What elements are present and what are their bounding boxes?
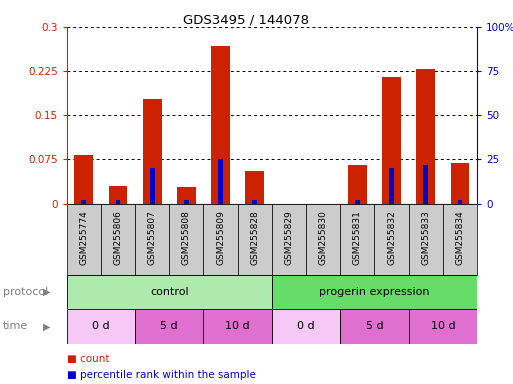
Text: GSM255833: GSM255833 xyxy=(421,210,430,265)
Bar xyxy=(150,168,154,204)
Bar xyxy=(423,165,428,204)
Text: GSM255806: GSM255806 xyxy=(113,210,123,265)
Text: GSM255832: GSM255832 xyxy=(387,210,396,265)
Bar xyxy=(252,200,257,204)
Bar xyxy=(135,309,204,344)
Bar xyxy=(245,171,264,204)
Text: 0 d: 0 d xyxy=(297,321,315,331)
Bar xyxy=(204,204,238,275)
Bar xyxy=(340,204,374,275)
Text: GSM255809: GSM255809 xyxy=(216,210,225,265)
Bar xyxy=(450,164,469,204)
Text: 5 d: 5 d xyxy=(161,321,178,331)
Text: GSM255834: GSM255834 xyxy=(456,210,464,265)
Bar xyxy=(109,186,127,204)
Bar xyxy=(67,204,101,275)
Bar xyxy=(115,200,121,204)
Bar xyxy=(389,168,394,204)
Text: ▶: ▶ xyxy=(43,321,50,331)
Text: GSM255828: GSM255828 xyxy=(250,210,259,265)
Bar xyxy=(169,204,204,275)
Text: 10 d: 10 d xyxy=(430,321,455,331)
Text: ■ count: ■ count xyxy=(67,354,109,364)
Text: ▶: ▶ xyxy=(43,287,50,297)
Text: progerin expression: progerin expression xyxy=(319,287,430,297)
Bar xyxy=(143,99,162,204)
Bar xyxy=(340,309,409,344)
Text: time: time xyxy=(3,321,28,331)
Text: GSM255808: GSM255808 xyxy=(182,210,191,265)
Bar xyxy=(443,204,477,275)
Text: GSM255830: GSM255830 xyxy=(319,210,328,265)
Bar xyxy=(458,200,462,204)
Bar xyxy=(409,204,443,275)
Bar xyxy=(272,204,306,275)
Text: GDS3495 / 144078: GDS3495 / 144078 xyxy=(183,13,309,26)
Bar xyxy=(177,187,196,204)
Bar xyxy=(184,200,189,204)
Bar xyxy=(82,200,86,204)
Text: GSM255831: GSM255831 xyxy=(353,210,362,265)
Bar xyxy=(272,309,340,344)
Bar xyxy=(355,200,360,204)
Text: GSM255774: GSM255774 xyxy=(80,210,88,265)
Bar xyxy=(67,309,135,344)
Bar xyxy=(101,204,135,275)
Bar xyxy=(409,309,477,344)
Text: ■ percentile rank within the sample: ■ percentile rank within the sample xyxy=(67,370,255,380)
Bar xyxy=(306,204,340,275)
Bar xyxy=(74,155,93,204)
Bar xyxy=(238,204,272,275)
Bar xyxy=(374,204,409,275)
Text: 10 d: 10 d xyxy=(225,321,250,331)
Bar xyxy=(382,77,401,204)
Text: 0 d: 0 d xyxy=(92,321,110,331)
Bar xyxy=(135,204,169,275)
Text: GSM255807: GSM255807 xyxy=(148,210,156,265)
Text: protocol: protocol xyxy=(3,287,48,297)
Bar xyxy=(218,159,223,204)
Bar xyxy=(272,275,477,309)
Bar xyxy=(67,275,272,309)
Text: 5 d: 5 d xyxy=(366,321,383,331)
Bar xyxy=(348,165,367,204)
Bar xyxy=(417,69,435,204)
Text: GSM255829: GSM255829 xyxy=(285,210,293,265)
Bar xyxy=(204,309,272,344)
Text: control: control xyxy=(150,287,189,297)
Bar xyxy=(211,46,230,204)
